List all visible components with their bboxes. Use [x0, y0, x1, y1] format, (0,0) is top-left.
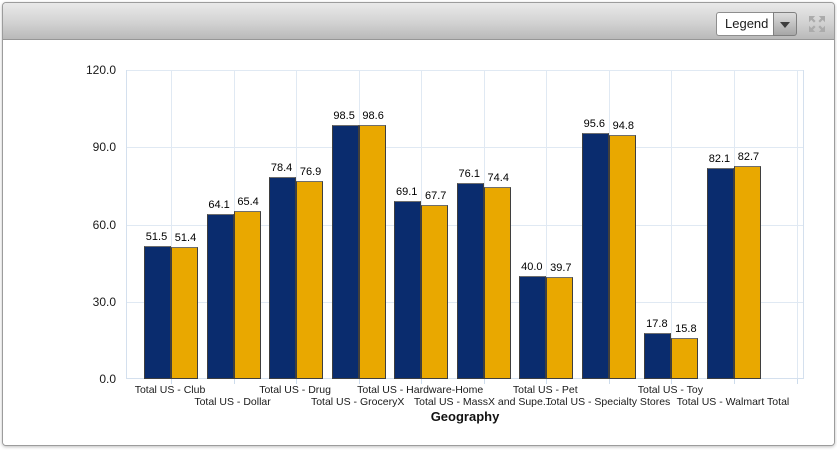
bar-value-label: 78.4 [270, 162, 293, 174]
bar-navy[interactable] [206, 214, 234, 379]
bar-navy[interactable] [456, 183, 484, 379]
bar-gold[interactable] [671, 338, 699, 379]
vertical-gridline [796, 70, 798, 378]
bar-gold[interactable] [546, 277, 574, 379]
x-axis-tick [608, 379, 610, 384]
bar-navy[interactable] [394, 201, 422, 379]
x-axis-tick [358, 379, 360, 384]
category-label: Total US - GroceryX [310, 396, 405, 408]
x-axis-tick [296, 379, 298, 384]
toolbar: Legend [3, 3, 834, 40]
bar-value-label: 40.0 [521, 261, 543, 273]
bar-navy[interactable] [581, 133, 609, 379]
bar-value-label: 69.1 [395, 186, 418, 198]
x-axis-tick [171, 379, 172, 384]
bar-value-label: 76.1 [458, 168, 480, 180]
bar-value-label: 74.4 [487, 172, 509, 184]
bar-gold[interactable] [296, 181, 324, 379]
bar-value-label: 51.4 [174, 232, 197, 244]
bar-navy[interactable] [706, 168, 734, 379]
bar-gold[interactable] [358, 125, 386, 379]
category-label: Total US - MassX and Supe... [413, 396, 552, 408]
chevron-down-icon [780, 22, 790, 28]
x-axis-tick [233, 379, 235, 384]
horizontal-gridline [127, 147, 803, 149]
vertical-gridline [671, 70, 673, 378]
category-label: Total US - Hardware-Home [357, 384, 484, 396]
vertical-gridline [171, 70, 172, 378]
bar-navy[interactable] [331, 125, 359, 379]
bar-gold[interactable] [171, 247, 198, 379]
y-tick-label: 30.0 [92, 294, 116, 309]
bar-value-label: 95.6 [583, 118, 606, 130]
bar-value-label: 51.5 [145, 231, 168, 243]
bar-value-label: 67.7 [424, 190, 447, 202]
legend-dropdown[interactable]: Legend [716, 12, 773, 36]
bar-gold[interactable] [608, 135, 636, 379]
category-label: Total US - Club [134, 384, 206, 396]
bar-navy[interactable] [519, 276, 547, 379]
category-label: Total US - Pet [512, 384, 578, 396]
bar-navy[interactable] [269, 177, 297, 379]
bar-navy[interactable] [144, 246, 171, 379]
y-tick-label: 120.0 [85, 63, 116, 77]
bar-gold[interactable] [421, 205, 449, 379]
bar-value-label: 94.8 [612, 120, 635, 132]
bar-chart: 0.0 30.0 60.0 90.0 120.0 51.5 51.4 64.1 65.4 78.… [3, 41, 834, 445]
x-axis-tick [546, 379, 548, 384]
bar-value-label: 82.1 [708, 153, 731, 165]
x-axis-tick [733, 379, 735, 384]
expand-arrows-icon[interactable] [806, 13, 828, 35]
x-axis-tick [671, 379, 673, 384]
bar-navy[interactable] [644, 333, 672, 379]
vertical-gridline [546, 70, 548, 378]
bar-value-label: 82.7 [737, 151, 760, 163]
bar-value-label: 15.8 [675, 323, 697, 335]
bar-gold[interactable] [483, 187, 511, 379]
bar-value-label: 65.4 [237, 196, 259, 208]
category-label: Total US - Toy [637, 384, 703, 396]
bar-value-label: 17.8 [646, 318, 668, 330]
bar-value-label: 39.7 [550, 262, 572, 274]
bar-value-label: 76.9 [299, 166, 322, 178]
y-tick-label: 0.0 [99, 372, 116, 386]
horizontal-gridline [127, 70, 803, 71]
category-label: Total US - Drug [259, 384, 331, 396]
bar-gold[interactable] [233, 211, 261, 379]
x-axis-tick [796, 379, 798, 384]
bar-value-label: 98.5 [333, 110, 355, 122]
category-label: Total US - Walmart Total [676, 396, 790, 408]
x-axis-tick [483, 379, 485, 384]
y-tick-label: 60.0 [92, 217, 116, 232]
bar-value-label: 64.1 [208, 199, 230, 211]
x-axis-tick [421, 379, 423, 384]
legend-dropdown-arrow-button[interactable] [773, 12, 797, 36]
bar-value-label: 98.6 [362, 110, 384, 122]
x-axis-title: Geography [430, 409, 500, 424]
category-label: Total US - Dollar [194, 396, 271, 408]
plot-area: 51.5 51.4 64.1 65.4 78.4 76.9 98.5 98.6 69.1 67.7… [126, 70, 804, 384]
y-tick-label: 90.0 [92, 140, 116, 155]
bar-gold[interactable] [733, 166, 761, 379]
category-label: Total US - Specialty Stores [545, 396, 671, 408]
